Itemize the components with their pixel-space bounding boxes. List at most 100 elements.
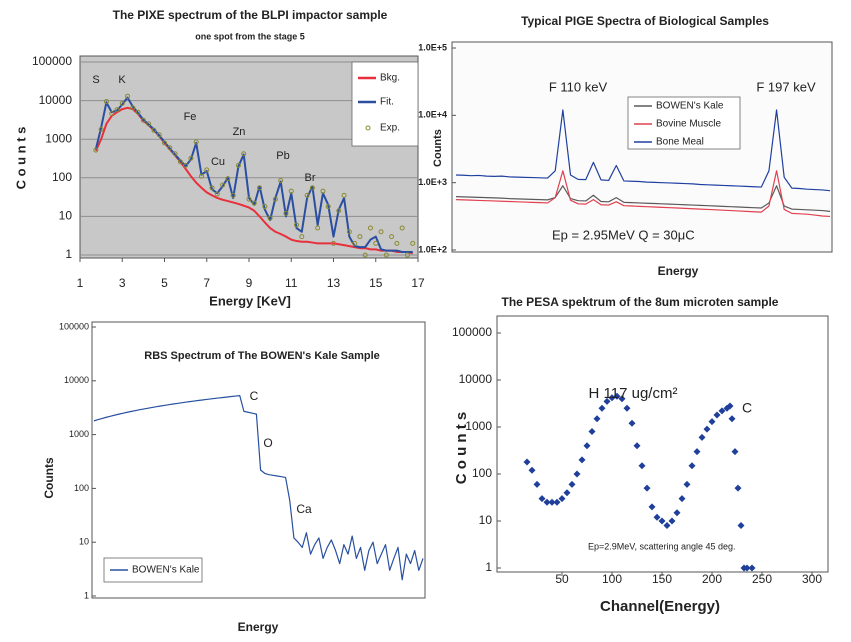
data-point — [563, 489, 571, 497]
y-tick-label: 100 — [74, 483, 89, 493]
data-point — [737, 522, 745, 530]
data-point — [151, 127, 157, 133]
data-point — [288, 188, 294, 194]
y-tick-label: 1.0E+2 — [418, 244, 447, 254]
data-point — [336, 208, 342, 214]
data-point — [125, 93, 131, 99]
data-point — [583, 442, 591, 450]
data-point — [543, 498, 551, 506]
annotation: S — [92, 74, 99, 86]
data-point — [294, 222, 300, 228]
chart-title: Typical PIGE Spectra of Biological Sampl… — [521, 14, 769, 28]
data-point — [743, 564, 751, 572]
data-point — [394, 240, 400, 246]
data-point — [214, 191, 220, 197]
y-tick-label: 1 — [485, 560, 492, 574]
data-point — [568, 480, 576, 488]
data-point — [241, 151, 247, 157]
y-tick-label: 1000 — [465, 419, 492, 433]
y-tick-label: 100 — [472, 466, 492, 480]
x-tick-label: 13 — [327, 276, 341, 290]
x-axis-label: Energy [KeV] — [209, 293, 291, 308]
data-point — [678, 495, 686, 503]
data-point — [623, 404, 631, 412]
data-point — [272, 196, 278, 202]
y-tick-label: 10000 — [39, 93, 73, 107]
x-tick-label: 150 — [652, 572, 672, 586]
y-tick-label: 1000 — [45, 131, 72, 145]
data-point — [668, 517, 676, 525]
data-point — [177, 159, 183, 165]
data-point — [603, 397, 611, 405]
annotation: F 110 keV — [549, 79, 608, 94]
data-point — [146, 121, 152, 127]
x-tick-label: 17 — [411, 276, 425, 290]
y-tick-label: 1 — [65, 247, 72, 261]
y-tick-label: 1.0E+4 — [418, 110, 447, 120]
y-tick-label: 10000 — [64, 375, 89, 385]
data-point — [267, 215, 273, 221]
data-point — [578, 456, 586, 464]
data-point — [683, 480, 691, 488]
data-point — [257, 185, 263, 191]
data-point — [613, 392, 621, 400]
data-point — [378, 229, 384, 235]
data-point — [135, 109, 141, 115]
annotation: Br — [305, 172, 316, 184]
data-point — [262, 204, 268, 210]
y-tick-label: 10 — [79, 537, 89, 547]
data-point — [726, 402, 734, 410]
data-point — [183, 162, 189, 168]
data-point — [198, 173, 204, 179]
data-point — [410, 240, 416, 246]
data-point — [331, 240, 336, 246]
annotation: Pb — [276, 150, 289, 162]
data-point — [533, 480, 541, 488]
data-point — [399, 225, 405, 231]
data-point — [225, 176, 231, 182]
annotation: C — [742, 400, 752, 416]
chart-title: The PIXE spectrum of the BLPI impactor s… — [113, 8, 388, 22]
data-point — [119, 100, 125, 106]
data-point — [93, 147, 99, 153]
data-point — [103, 98, 109, 104]
y-axis-label: Counts — [42, 457, 56, 499]
data-point — [246, 196, 252, 202]
data-point — [320, 188, 326, 194]
legend-label: Bone Meal — [656, 137, 704, 148]
annotation: Cu — [211, 156, 225, 168]
data-point — [167, 145, 173, 151]
annotation: F 197 keV — [756, 79, 816, 94]
data-point — [731, 448, 739, 456]
data-point — [230, 192, 236, 198]
data-point — [389, 234, 395, 240]
data-point — [528, 466, 536, 474]
y-axis-label: Counts — [432, 129, 444, 167]
data-point — [383, 252, 389, 258]
data-point — [548, 498, 556, 506]
x-tick-label: 1 — [77, 276, 84, 290]
data-point — [357, 234, 363, 240]
x-tick-label: 50 — [555, 572, 569, 586]
annotation: K — [118, 74, 126, 86]
data-point — [638, 462, 646, 470]
data-point — [593, 415, 601, 423]
x-tick-label: 200 — [702, 572, 722, 586]
data-point — [98, 126, 104, 132]
y-tick-label: 100000 — [32, 54, 72, 68]
data-point — [703, 425, 711, 433]
annotation: Ca — [296, 502, 312, 516]
data-point — [553, 498, 561, 506]
data-point — [251, 200, 257, 206]
data-point — [643, 484, 651, 492]
data-line — [455, 170, 831, 218]
data-point — [220, 182, 226, 188]
data-point — [523, 458, 531, 466]
annotation: C — [250, 389, 259, 403]
data-point — [130, 105, 136, 111]
y-tick-label: 10 — [479, 513, 493, 527]
x-tick-label: 100 — [602, 572, 622, 586]
data-point — [156, 132, 162, 138]
data-point — [598, 404, 606, 412]
